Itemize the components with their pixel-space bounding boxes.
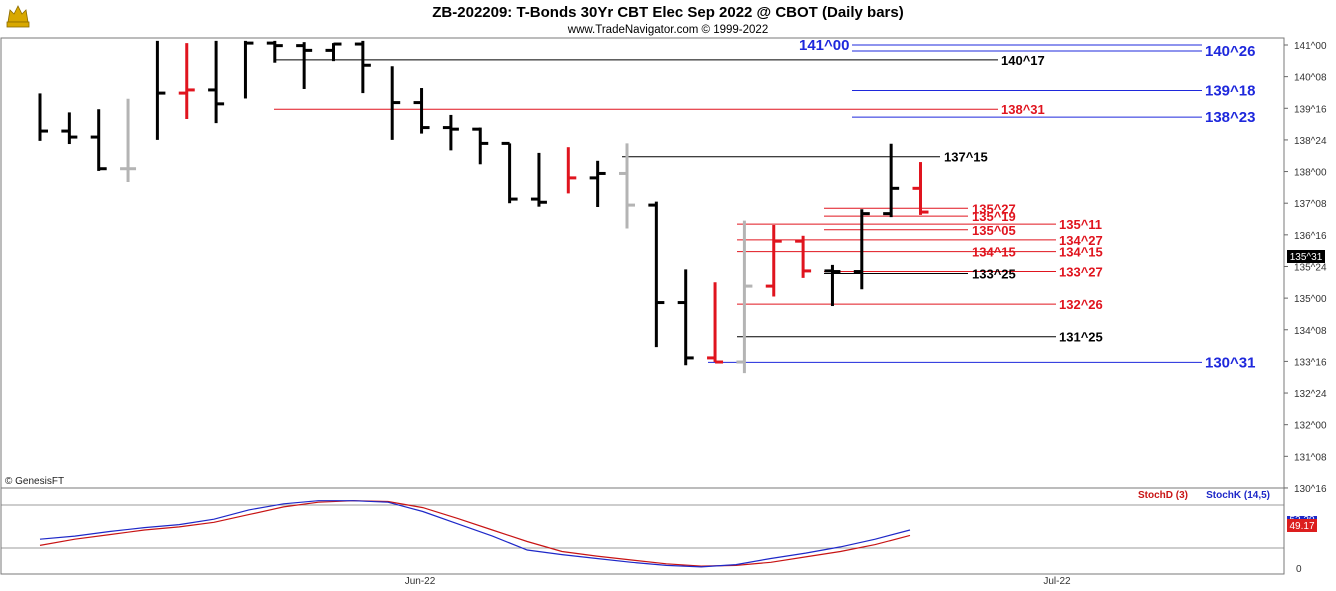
- level-label: 133^27: [1059, 265, 1103, 280]
- stochastic-panel[interactable]: [0, 487, 1285, 575]
- stochk-legend: StochK (14,5): [1206, 490, 1270, 501]
- price-tick-label: 138^00: [1294, 168, 1327, 179]
- level-label: 131^25: [1059, 330, 1103, 345]
- chart-title: ZB-202209: T-Bonds 30Yr CBT Elec Sep 202…: [432, 4, 903, 21]
- level-label: 140^17: [1001, 53, 1045, 68]
- price-tick-label: 138^24: [1294, 136, 1327, 147]
- level-label: 138^31: [1001, 102, 1045, 117]
- stochd-legend: StochD (3): [1138, 490, 1188, 501]
- level-label: 135^27: [972, 201, 1016, 216]
- level-label: 141^00: [799, 37, 849, 54]
- stochd-line: [39, 500, 911, 567]
- stoch-value-flag: 52.20 49.17: [1287, 515, 1317, 532]
- x-label-jul: Jul-22: [1043, 576, 1071, 587]
- price-tick-label: 132^00: [1294, 421, 1327, 432]
- level-label: 134^27: [1059, 233, 1103, 248]
- level-label: 130^31: [1205, 354, 1255, 371]
- price-tick-label: 135^24: [1294, 262, 1327, 273]
- price-tick-label: 135^00: [1294, 294, 1327, 305]
- price-tick-label: 133^16: [1294, 357, 1327, 368]
- bull-logo-icon: [6, 5, 30, 28]
- price-tick-label: 132^24: [1294, 389, 1327, 400]
- stochastic-lines: [39, 500, 911, 568]
- level-label: 135^05: [972, 223, 1016, 238]
- price-axis: 141^00 140^08 139^16 138^24 138^00 137^08 136^…: [1284, 41, 1327, 495]
- stoch-axis-zero: 0: [1296, 564, 1302, 575]
- level-label: 134^15: [1059, 245, 1103, 260]
- copyright-watermark: © GenesisFT: [5, 476, 64, 487]
- level-label: 137^15: [944, 150, 988, 165]
- last-price-value: 135^31: [1290, 252, 1323, 263]
- price-tick-label: 131^08: [1294, 452, 1327, 463]
- level-label: 135^11: [1059, 217, 1102, 232]
- price-panel[interactable]: [0, 37, 1285, 489]
- level-label: 139^18: [1205, 83, 1255, 100]
- price-tick-label: 141^00: [1294, 41, 1327, 52]
- price-levels: 141^00 140^26 140^17 139^18 138^31 138^23 137^…: [274, 37, 1255, 371]
- last-price-flag: 135^31: [1287, 250, 1325, 263]
- x-label-jun: Jun-22: [405, 576, 436, 587]
- level-label: 135^19: [972, 209, 1016, 224]
- chart-subtitle: www.TradeNavigator.com © 1999-2022: [567, 24, 768, 36]
- price-tick-label: 139^16: [1294, 104, 1327, 115]
- ohlc-bars: [38, 40, 929, 374]
- stoch-value: 49.17: [1289, 521, 1314, 532]
- level-label: 140^26: [1205, 43, 1255, 60]
- price-tick-label: 134^08: [1294, 326, 1327, 337]
- level-label: 138^23: [1205, 109, 1255, 126]
- price-tick-label: 136^16: [1294, 231, 1327, 242]
- price-tick-label: 140^08: [1294, 73, 1327, 84]
- price-tick-label: 137^08: [1294, 199, 1327, 210]
- level-label: 132^26: [1059, 297, 1103, 312]
- stochk-line: [39, 500, 911, 568]
- level-label: 133^25: [972, 266, 1016, 281]
- price-tick-label: 130^16: [1294, 484, 1327, 495]
